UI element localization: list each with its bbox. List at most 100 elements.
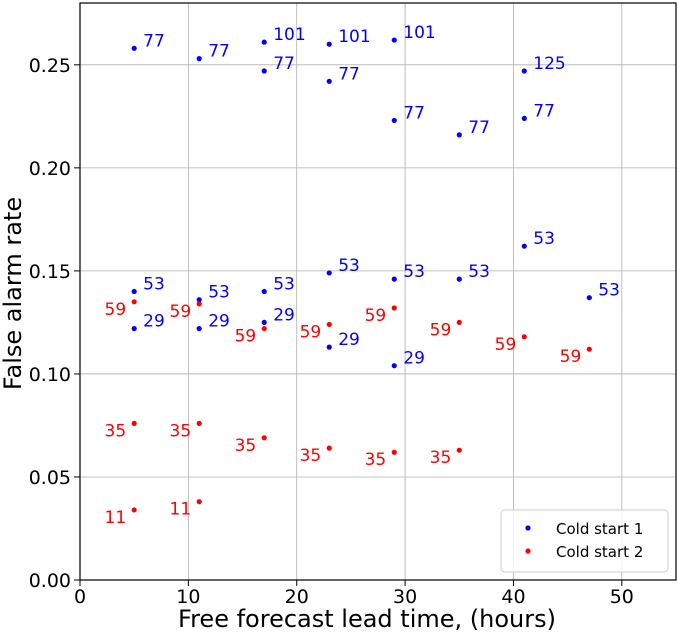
data-label: 35 <box>365 450 387 470</box>
data-label: 29 <box>143 312 165 332</box>
data-label: 59 <box>495 335 517 355</box>
data-label: 53 <box>338 256 360 276</box>
data-label: 77 <box>273 54 295 74</box>
x-tick-label: 10 <box>176 586 200 608</box>
y-tick-label: 0.15 <box>29 261 71 283</box>
data-label: 53 <box>208 283 230 303</box>
data-label: 101 <box>403 23 435 43</box>
data-point <box>326 41 332 47</box>
data-point <box>261 39 267 45</box>
data-point <box>261 319 267 326</box>
y-tick-label: 0.20 <box>29 158 71 180</box>
data-point <box>391 305 397 311</box>
data-point <box>456 447 462 453</box>
data-label: 29 <box>273 305 295 325</box>
y-tick-label: 0.05 <box>29 467 71 489</box>
data-label: 35 <box>170 421 192 441</box>
data-label: 53 <box>403 262 425 282</box>
data-label: 35 <box>300 446 322 466</box>
data-label: 53 <box>533 229 555 249</box>
data-label: 29 <box>338 330 360 350</box>
data-points <box>131 37 592 513</box>
legend-marker <box>525 548 531 554</box>
data-label: 53 <box>273 275 295 295</box>
data-point <box>456 132 462 138</box>
data-label: 59 <box>300 322 322 342</box>
data-point <box>326 270 332 276</box>
data-point <box>326 321 332 328</box>
data-point <box>131 299 137 305</box>
data-point <box>391 37 397 43</box>
data-point <box>391 363 397 369</box>
data-point <box>326 78 332 84</box>
x-tick-label: 0 <box>74 586 86 608</box>
data-point <box>391 117 397 124</box>
data-labels: 77 53 29 77 53 29 101 77 53 29 101 77 53 29 101 77 53 29 7… <box>105 23 620 528</box>
data-point <box>586 346 592 352</box>
data-point <box>261 325 267 332</box>
data-point <box>456 319 462 326</box>
legend: Cold start 1 Cold start 2 <box>500 509 669 573</box>
data-point <box>131 288 137 295</box>
x-axis-title: Free forecast lead time, (hours) <box>178 605 556 633</box>
data-label: 53 <box>143 275 165 295</box>
data-label: 125 <box>533 54 565 74</box>
data-label: 35 <box>430 448 452 468</box>
y-axis-title: False alarm rate <box>0 197 27 390</box>
data-point <box>521 243 527 249</box>
data-point <box>196 56 202 62</box>
data-label: 11 <box>105 508 127 528</box>
data-label: 35 <box>105 421 127 441</box>
x-tick-label: 40 <box>501 586 525 608</box>
data-point <box>261 288 267 295</box>
data-point <box>131 507 137 513</box>
data-label: 77 <box>403 103 425 123</box>
legend-label: Cold start 1 <box>556 520 643 538</box>
y-tick-label: 0.00 <box>29 570 71 592</box>
data-label: 59 <box>170 302 192 322</box>
data-label: 77 <box>208 42 230 62</box>
data-point <box>521 334 527 340</box>
data-point <box>196 297 202 303</box>
data-point <box>456 276 462 282</box>
data-point <box>131 420 137 426</box>
data-point <box>131 45 137 51</box>
legend-box <box>500 509 669 573</box>
axis-ticks: 0 10 20 30 40 50 0.00 0.05 0.10 0.15 0.20 0.25 <box>29 55 634 608</box>
legend-marker <box>525 525 531 531</box>
data-label: 59 <box>560 347 582 367</box>
data-label: 53 <box>468 262 490 282</box>
data-point <box>391 449 397 455</box>
data-point <box>196 325 202 332</box>
data-label: 59 <box>105 300 127 320</box>
data-point <box>326 344 332 350</box>
data-label: 35 <box>235 436 257 456</box>
data-label: 77 <box>143 31 165 51</box>
data-label: 29 <box>403 349 425 369</box>
plot-frame <box>79 2 677 581</box>
data-point <box>521 115 527 121</box>
data-point <box>521 68 527 74</box>
data-label: 77 <box>468 118 490 138</box>
data-label: 53 <box>598 281 620 301</box>
grid-lines <box>79 3 676 581</box>
data-label: 101 <box>338 27 370 47</box>
data-label: 101 <box>273 25 305 45</box>
y-tick-label: 0.10 <box>29 364 71 386</box>
data-point <box>196 301 202 307</box>
data-label: 59 <box>235 327 257 347</box>
data-label: 59 <box>365 306 387 326</box>
x-tick-label: 20 <box>285 586 309 608</box>
data-label: 59 <box>430 320 452 340</box>
x-tick-label: 50 <box>610 586 634 608</box>
data-point <box>261 68 267 74</box>
data-point <box>326 445 332 451</box>
data-point <box>131 325 137 332</box>
data-label: 11 <box>170 500 192 520</box>
data-label: 29 <box>208 312 230 332</box>
data-label: 77 <box>533 101 555 121</box>
y-tick-label: 0.25 <box>29 55 71 77</box>
data-point <box>586 295 592 301</box>
